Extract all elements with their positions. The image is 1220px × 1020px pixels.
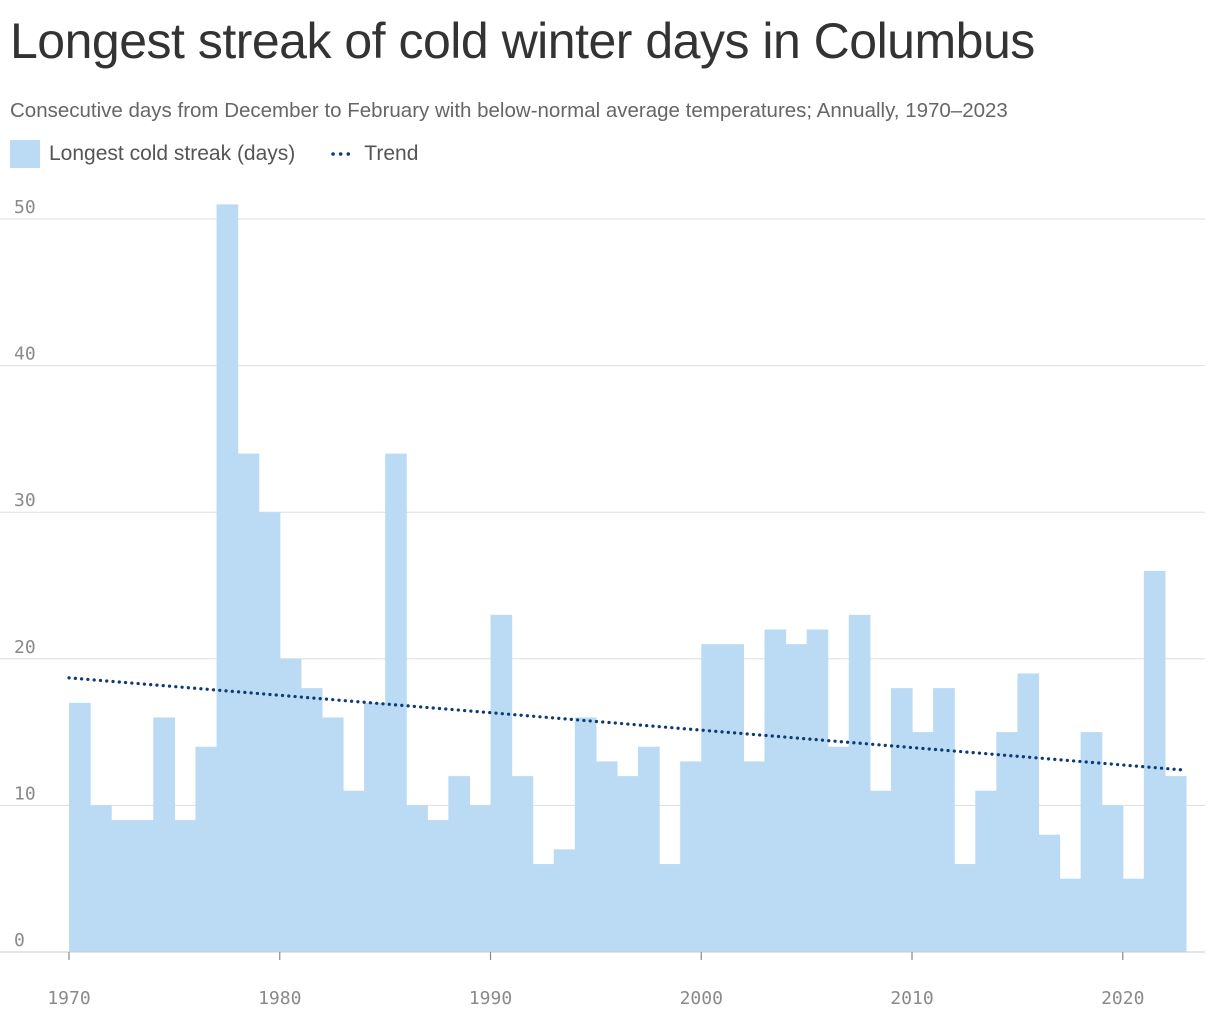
bar-2008 [848, 614, 871, 952]
bar-1978 [216, 204, 239, 953]
legend-item-bars: Longest cold streak (days) [10, 140, 295, 168]
bar-1994 [553, 849, 576, 952]
bar-2007 [827, 746, 850, 952]
bar-1974 [132, 820, 154, 952]
bar-1993 [532, 864, 555, 952]
bar-2006 [806, 629, 829, 952]
bar-1976 [174, 820, 197, 952]
bar-1977 [195, 746, 218, 952]
bars [69, 204, 1187, 953]
bar-1995 [574, 717, 597, 952]
bar-1971 [69, 702, 91, 952]
bar-2004 [764, 629, 787, 952]
bar-2009 [869, 790, 892, 952]
bar-1992 [511, 776, 534, 952]
bar-2003 [743, 761, 766, 952]
bar-2002 [722, 644, 745, 952]
bar-1987 [406, 805, 428, 952]
bar-1989 [448, 776, 471, 952]
bar-2015 [996, 732, 1018, 952]
legend: Longest cold streak (days) Trend [10, 140, 454, 168]
bar-2000 [680, 761, 702, 952]
bar-2018 [1059, 878, 1082, 952]
axes: 0 10 20 30 40 50 1970 1980 1990 2000 2010 2020 [0, 197, 1205, 1009]
bar-1991 [490, 614, 513, 952]
bar-1972 [90, 805, 112, 952]
x-tick-label-1970: 1970 [47, 988, 90, 1009]
bar-swatch [10, 140, 40, 168]
y-tick-label-40: 40 [14, 344, 36, 365]
bar-2001 [701, 644, 723, 952]
bar-1979 [237, 453, 260, 952]
y-tick-label-20: 20 [14, 637, 36, 658]
bar-1985 [364, 702, 386, 952]
x-tick-label-2020: 2020 [1101, 988, 1144, 1009]
trend-line [67, 676, 1188, 772]
x-tick-label-1980: 1980 [258, 988, 301, 1009]
legend-item-trend: Trend [331, 142, 418, 166]
x-tick-label-2000: 2000 [680, 988, 723, 1009]
bar-1975 [153, 717, 175, 952]
bar-1988 [427, 820, 449, 952]
chart-title: Longest streak of cold winter days in Co… [10, 13, 1035, 69]
bar-2013 [954, 864, 976, 952]
bar-2021 [1122, 878, 1145, 952]
x-tick-label-1990: 1990 [469, 988, 512, 1009]
trend-series [67, 676, 1188, 772]
y-tick-label-50: 50 [14, 197, 36, 218]
legend-trend-label: Trend [364, 142, 419, 165]
bar-2010 [890, 688, 913, 952]
y-tick-label-10: 10 [14, 783, 36, 804]
bar-1982 [300, 688, 323, 952]
bar-2014 [975, 790, 997, 952]
bar-2023 [1164, 776, 1187, 952]
x-tick-label-2010: 2010 [890, 988, 933, 1009]
bar-1981 [279, 658, 302, 952]
bar-1996 [595, 761, 618, 952]
y-tick-label-30: 30 [14, 490, 36, 511]
bar-1997 [616, 776, 639, 952]
bar-2016 [1017, 673, 1040, 952]
bar-1984 [342, 790, 365, 952]
bar-1990 [469, 805, 492, 952]
bar-2019 [1080, 732, 1103, 952]
bar-1980 [258, 512, 281, 952]
bar-2017 [1038, 834, 1061, 952]
bar-1998 [638, 746, 660, 952]
bar-1973 [111, 820, 133, 952]
bar-1986 [385, 453, 407, 952]
legend-bar-label: Longest cold streak (days) [49, 142, 296, 165]
bar-2012 [933, 688, 955, 952]
chart-subtitle: Consecutive days from December to Februa… [10, 99, 1008, 122]
y-tick-label-0: 0 [14, 930, 25, 951]
bar-1999 [659, 864, 681, 952]
bar-2020 [1101, 805, 1124, 952]
bar-2011 [912, 732, 934, 952]
bar-2005 [785, 644, 808, 952]
bar-1983 [321, 717, 344, 952]
bar-2022 [1143, 570, 1166, 952]
